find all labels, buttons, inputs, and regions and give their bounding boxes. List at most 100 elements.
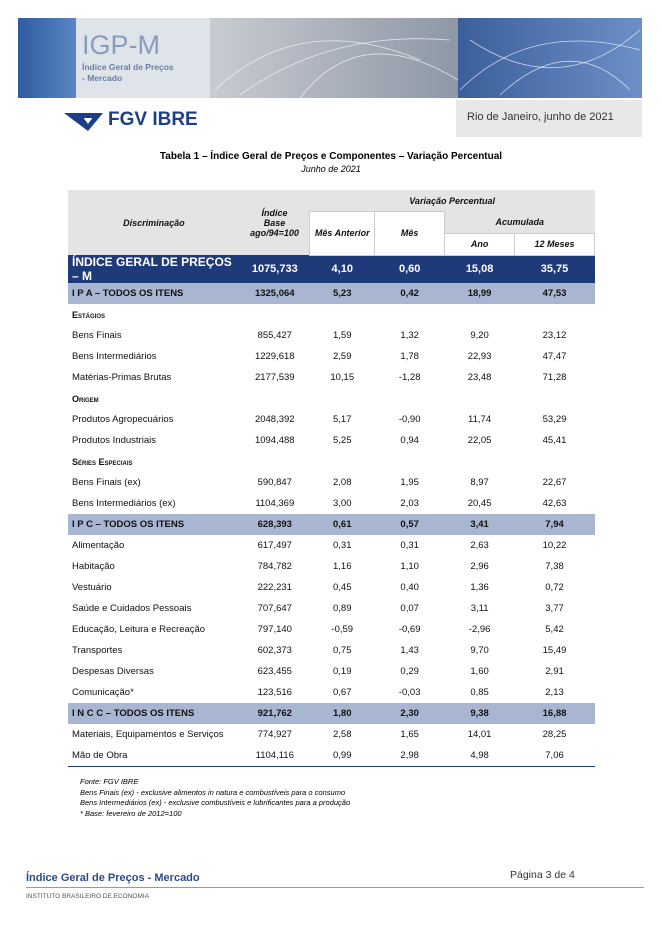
table-cell: 7,94 — [514, 514, 595, 535]
table-cell: 0,45 — [332, 582, 352, 593]
table-cell: 602,373 — [257, 645, 292, 656]
table-cell: 71,28 — [542, 372, 567, 383]
table-cell: 590,847 — [257, 477, 292, 488]
table-cell: 23,48 — [467, 372, 492, 383]
table-cell: 222,231 — [257, 582, 292, 593]
table-cell: Produtos Industriais — [72, 435, 156, 446]
table-cell: 2,58 — [332, 729, 352, 740]
table-cell: 22,67 — [542, 477, 567, 488]
table-cell: -0,69 — [398, 624, 421, 635]
table-row: Origem — [68, 388, 595, 409]
table-cell: 2,63 — [470, 540, 489, 551]
table-cell: 47,47 — [542, 351, 567, 362]
table-row: Despesas Diversas 623,455 0,19 0,29 1,60 2,91 — [68, 661, 595, 682]
header-cell: Mês — [374, 211, 446, 256]
table-cell: ÍNDICE GERAL DE PREÇOS – M — [68, 255, 240, 283]
table-cell: 0,85 — [470, 687, 489, 698]
logo: FGV IBRE — [108, 109, 198, 130]
table-cell: 18,99 — [444, 283, 515, 304]
table-cell: Educação, Leitura e Recreação — [72, 624, 206, 635]
table-row: Materiais, Equipamentos e Serviços 774,92… — [68, 724, 595, 745]
notes: Fonte: FGV IBRE Bens Finais (ex) - exclus… — [80, 777, 350, 819]
table-cell: 3,11 — [470, 603, 489, 614]
table-cell: 10,15 — [330, 372, 355, 383]
table-subtitle: Junho de 2021 — [301, 164, 361, 174]
table-cell: 1,80 — [309, 703, 375, 724]
table-cell: 35,75 — [514, 255, 595, 283]
table-cell: 0,67 — [332, 687, 352, 698]
table-cell: 0,60 — [374, 255, 445, 283]
table-cell: 2,03 — [400, 498, 419, 509]
table-row: Séries Especiais — [68, 451, 595, 472]
table-cell: 0,40 — [400, 582, 419, 593]
table-row: Bens Finais 855,427 1,59 1,32 9,20 23,12 — [68, 325, 595, 346]
table-cell: 1229,618 — [254, 351, 295, 362]
table-cell: 1325,064 — [239, 283, 310, 304]
table-cell: Origem — [72, 393, 99, 404]
header-cell: 12 Meses — [514, 232, 595, 256]
table-cell: 9,20 — [470, 330, 489, 341]
banner-title: IGP-M — [82, 30, 160, 60]
table-cell: 2177,539 — [254, 372, 295, 383]
table-cell: I N C C – TODOS OS ITENS — [68, 703, 240, 724]
table-row: ÍNDICE GERAL DE PREÇOS – M 1075,733 4,10 0,… — [68, 255, 595, 283]
table-cell: 0,72 — [545, 582, 564, 593]
table-cell: Matérias-Primas Brutas — [72, 372, 172, 383]
table-cell: Comunicação* — [72, 687, 134, 698]
date: Rio de Janeiro, junho de 2021 — [467, 111, 614, 123]
table-cell: Estágios — [72, 309, 106, 320]
table-cell: 1104,116 — [255, 750, 294, 761]
table-cell: 2,96 — [470, 561, 489, 572]
table-row: Habitação 784,782 1,16 1,10 2,96 7,38 — [68, 556, 595, 577]
table-cell: 921,762 — [239, 703, 310, 724]
table-cell: 0,19 — [332, 666, 352, 677]
table-cell: Habitação — [72, 561, 115, 572]
table-cell: 855,427 — [257, 330, 292, 341]
table-cell: 5,17 — [332, 414, 352, 425]
header-cell: Discriminação — [68, 190, 240, 255]
note: Bens Finais (ex) - exclusive alimentos i… — [80, 787, 346, 797]
table-row: Produtos Industriais 1094,488 5,25 0,94 22,0… — [68, 430, 595, 451]
table-cell: 45,41 — [542, 435, 567, 446]
table-cell: 1075,733 — [239, 255, 310, 283]
footer-rule — [26, 887, 644, 888]
table-cell: 28,25 — [542, 729, 567, 740]
table-cell: -1,28 — [398, 372, 421, 383]
table-cell: Materiais, Equipamentos e Serviços — [72, 729, 224, 740]
subtitle-line: Índice Geral de Preços — [82, 62, 174, 72]
table-cell: Bens Finais — [72, 330, 122, 341]
table-row: Saúde e Cuidados Pessoais 707,647 0,89 0,07… — [68, 598, 595, 619]
table-cell: 47,53 — [514, 283, 595, 304]
table-row: Bens Intermediários (ex) 1104,369 3,00 2,03… — [68, 493, 595, 514]
table-cell: I P A – TODOS OS ITENS — [68, 283, 240, 304]
table-row: I N C C – TODOS OS ITENS 921,762 1,80 2,30 9… — [68, 703, 595, 724]
table-cell: 5,23 — [309, 283, 375, 304]
table-row: Educação, Leitura e Recreação 797,140 -0,5… — [68, 619, 595, 640]
table-cell: 1,65 — [400, 729, 419, 740]
table-cell: 7,38 — [545, 561, 564, 572]
table-cell: 2,13 — [545, 687, 564, 698]
table-cell: 4,98 — [470, 750, 489, 761]
table-cell: Séries Especiais — [72, 456, 133, 467]
table-cell: -0,90 — [398, 414, 421, 425]
table-cell: 0,99 — [332, 750, 352, 761]
table-cell: 2,98 — [400, 750, 419, 761]
table-row: Estágios — [68, 304, 595, 325]
table-cell: Saúde e Cuidados Pessoais — [72, 603, 192, 614]
table-cell: 16,88 — [514, 703, 595, 724]
subtitle-line: - Mercado — [82, 73, 123, 83]
table-row: Vestuário 222,231 0,45 0,40 1,36 0,72 — [68, 577, 595, 598]
table-row: Mão de Obra 1104,116 0,99 2,98 4,98 7,06 — [68, 745, 595, 767]
table-cell: 3,41 — [444, 514, 515, 535]
header-cell: Ano — [444, 232, 516, 256]
table-cell: 0,61 — [309, 514, 375, 535]
table-row: Alimentação 617,497 0,31 0,31 2,63 10,22 — [68, 535, 595, 556]
table-cell: 707,647 — [257, 603, 292, 614]
table-cell: 1,10 — [400, 561, 419, 572]
table-cell: Bens Intermediários (ex) — [72, 498, 176, 509]
table-cell: 9,38 — [444, 703, 515, 724]
table-row: Bens Finais (ex) 590,847 2,08 1,95 8,97 22,67 — [68, 472, 595, 493]
table-title: Tabela 1 – Índice Geral de Preços e Comp… — [159, 151, 503, 162]
table-cell: 2,91 — [545, 666, 564, 677]
